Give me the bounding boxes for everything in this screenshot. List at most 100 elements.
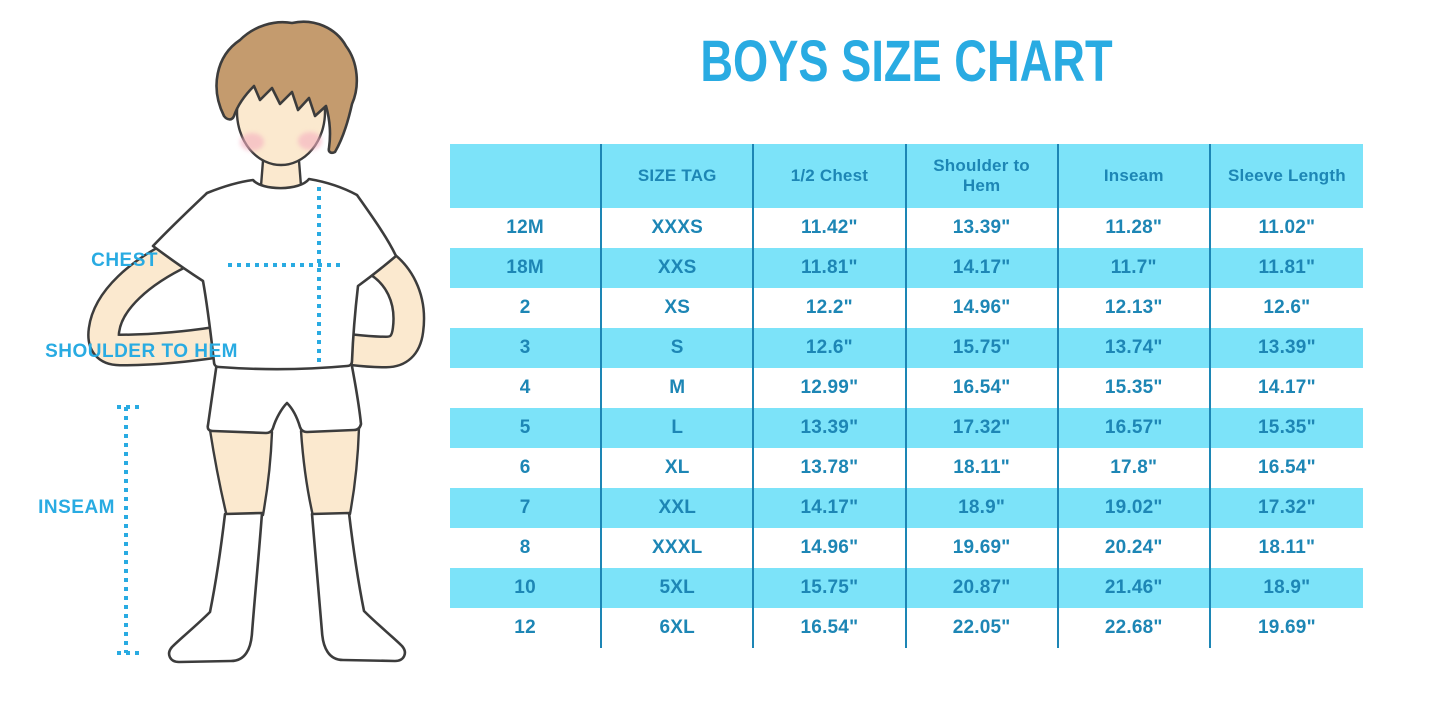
value-cell: 11.81" bbox=[754, 248, 907, 288]
size-cell: 3 bbox=[450, 328, 603, 368]
table-row: 18M XXS 11.81" 14.17" 11.7" 11.81" bbox=[450, 248, 1363, 288]
value-cell: 22.05" bbox=[906, 608, 1059, 648]
value-cell: 20.24" bbox=[1058, 528, 1211, 568]
value-cell: M bbox=[602, 368, 755, 408]
table-row: 10 5XL 15.75" 20.87" 21.46" 18.9" bbox=[450, 568, 1363, 608]
right-cheek bbox=[298, 132, 322, 150]
value-cell: 13.74" bbox=[1058, 328, 1211, 368]
value-cell: XL bbox=[602, 448, 755, 488]
value-cell: 12.6" bbox=[754, 328, 907, 368]
left-sock bbox=[167, 511, 264, 664]
page-title: BOYS SIZE CHART bbox=[700, 29, 1113, 94]
value-cell: XS bbox=[602, 288, 755, 328]
value-cell: 13.39" bbox=[754, 408, 907, 448]
table-row: 6 XL 13.78" 18.11" 17.8" 16.54" bbox=[450, 448, 1363, 488]
value-cell: 16.57" bbox=[1058, 408, 1211, 448]
value-cell: 18.11" bbox=[1210, 528, 1363, 568]
value-cell: S bbox=[602, 328, 755, 368]
value-cell: 14.17" bbox=[754, 488, 907, 528]
value-cell: 18.9" bbox=[1210, 568, 1363, 608]
value-cell: 11.81" bbox=[1210, 248, 1363, 288]
shorts bbox=[206, 359, 363, 435]
value-cell: 15.75" bbox=[754, 568, 907, 608]
value-cell: 13.39" bbox=[1210, 328, 1363, 368]
table-row: 2 XS 12.2" 14.96" 12.13" 12.6" bbox=[450, 288, 1363, 328]
table-row: 7 XXL 14.17" 18.9" 19.02" 17.32" bbox=[450, 488, 1363, 528]
value-cell: 5XL bbox=[602, 568, 755, 608]
value-cell: 20.87" bbox=[906, 568, 1059, 608]
value-cell: 11.02" bbox=[1210, 208, 1363, 248]
size-cell: 12 bbox=[450, 608, 603, 648]
value-cell: 12.2" bbox=[754, 288, 907, 328]
value-cell: 6XL bbox=[602, 608, 755, 648]
value-cell: 14.96" bbox=[906, 288, 1059, 328]
value-cell: XXS bbox=[602, 248, 755, 288]
column-header: Sleeve Length bbox=[1210, 144, 1363, 208]
value-cell: 16.54" bbox=[754, 608, 907, 648]
value-cell: 11.28" bbox=[1058, 208, 1211, 248]
size-cell: 8 bbox=[450, 528, 603, 568]
table-row: 5 L 13.39" 17.32" 16.57" 15.35" bbox=[450, 408, 1363, 448]
value-cell: 15.35" bbox=[1058, 368, 1211, 408]
value-cell: 19.69" bbox=[1210, 608, 1363, 648]
size-cell: 2 bbox=[450, 288, 603, 328]
value-cell: 13.39" bbox=[906, 208, 1059, 248]
table-row: 8 XXXL 14.96" 19.69" 20.24" 18.11" bbox=[450, 528, 1363, 568]
left-cheek bbox=[240, 133, 264, 151]
value-cell: 15.75" bbox=[906, 328, 1059, 368]
table-row: 3 S 12.6" 15.75" 13.74" 13.39" bbox=[450, 328, 1363, 368]
right-sock bbox=[310, 511, 407, 663]
table-row: 4 M 12.99" 16.54" 15.35" 14.17" bbox=[450, 368, 1363, 408]
shoulder-to-hem-label: SHOULDER TO HEM bbox=[45, 341, 238, 362]
value-cell: 21.46" bbox=[1058, 568, 1211, 608]
value-cell: 22.68" bbox=[1058, 608, 1211, 648]
value-cell: XXL bbox=[602, 488, 755, 528]
left-leg bbox=[208, 428, 274, 519]
value-cell: 17.32" bbox=[1210, 488, 1363, 528]
tshirt bbox=[151, 177, 398, 371]
size-cell: 10 bbox=[450, 568, 603, 608]
column-header: SIZE TAG bbox=[602, 144, 755, 208]
value-cell: 11.42" bbox=[754, 208, 907, 248]
value-cell: 12.13" bbox=[1058, 288, 1211, 328]
column-header: 1/2 Chest bbox=[754, 144, 907, 208]
size-cell: 4 bbox=[450, 368, 603, 408]
value-cell: 12.99" bbox=[754, 368, 907, 408]
value-cell: XXXS bbox=[602, 208, 755, 248]
size-cell: 5 bbox=[450, 408, 603, 448]
size-cell: 7 bbox=[450, 488, 603, 528]
value-cell: 16.54" bbox=[1210, 448, 1363, 488]
column-header: Inseam bbox=[1058, 144, 1211, 208]
size-cell: 12M bbox=[450, 208, 603, 248]
value-cell: 17.8" bbox=[1058, 448, 1211, 488]
chest-label: CHEST bbox=[91, 250, 158, 271]
table-row: 12 6XL 16.54" 22.05" 22.68" 19.69" bbox=[450, 608, 1363, 648]
value-cell: 19.69" bbox=[906, 528, 1059, 568]
table-header-row: SIZE TAG 1/2 Chest Shoulder to Hem Inseam Sl… bbox=[450, 144, 1363, 208]
value-cell: 11.7" bbox=[1058, 248, 1211, 288]
value-cell: XXXL bbox=[602, 528, 755, 568]
size-cell: 6 bbox=[450, 448, 603, 488]
value-cell: 16.54" bbox=[906, 368, 1059, 408]
size-chart-table: SIZE TAG 1/2 Chest Shoulder to Hem Inseam Sl… bbox=[450, 144, 1363, 648]
value-cell: 18.9" bbox=[906, 488, 1059, 528]
value-cell: 13.78" bbox=[754, 448, 907, 488]
value-cell: 14.17" bbox=[906, 248, 1059, 288]
boy-illustration bbox=[87, 20, 426, 664]
hair bbox=[215, 20, 359, 155]
column-header: Shoulder to Hem bbox=[906, 144, 1059, 208]
value-cell: 12.6" bbox=[1210, 288, 1363, 328]
inseam-label: INSEAM bbox=[38, 497, 115, 518]
value-cell: 14.96" bbox=[754, 528, 907, 568]
value-cell: 19.02" bbox=[1058, 488, 1211, 528]
value-cell: 15.35" bbox=[1210, 408, 1363, 448]
value-cell: L bbox=[602, 408, 755, 448]
column-header bbox=[450, 144, 603, 208]
value-cell: 18.11" bbox=[906, 448, 1059, 488]
size-cell: 18M bbox=[450, 248, 603, 288]
right-leg bbox=[299, 426, 361, 518]
value-cell: 17.32" bbox=[906, 408, 1059, 448]
value-cell: 14.17" bbox=[1210, 368, 1363, 408]
left-arm bbox=[87, 235, 235, 367]
